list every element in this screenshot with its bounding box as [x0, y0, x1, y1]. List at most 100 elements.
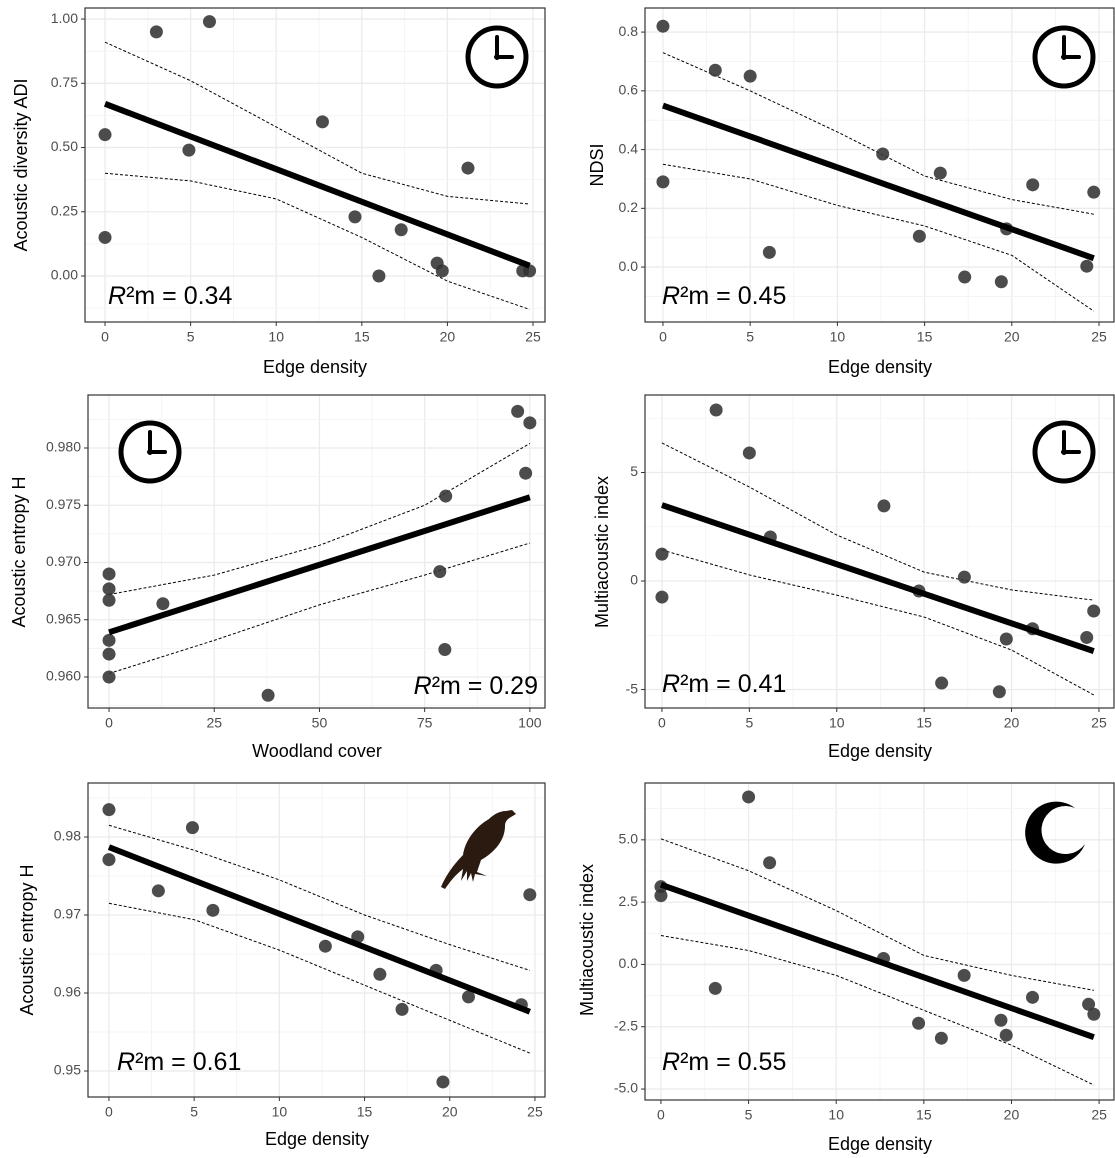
- y-tick-label: 2.5: [619, 893, 639, 909]
- point: [1087, 604, 1101, 618]
- y-tick-label: 0.975: [46, 496, 81, 512]
- x-tick-label: 25: [1091, 329, 1107, 345]
- fit-line: [661, 102, 1095, 262]
- y-axis-title: Acoustic entropy H: [17, 864, 37, 1015]
- point: [511, 404, 525, 418]
- point: [102, 567, 116, 581]
- x-tick-label: 15: [357, 1104, 373, 1120]
- fit-line: [660, 502, 1095, 654]
- y-tick-label: 0.6: [619, 82, 639, 98]
- x-tick-label: 25: [525, 329, 541, 345]
- x-tick-label: 5: [746, 329, 754, 345]
- fit-line: [108, 494, 531, 636]
- point: [933, 166, 947, 180]
- ci-lower: [108, 902, 531, 1054]
- point: [762, 245, 776, 259]
- x-tick-label: 15: [354, 329, 370, 345]
- y-tick-label: 0.970: [46, 553, 81, 569]
- plot-border: [644, 394, 1115, 709]
- point: [994, 1013, 1008, 1027]
- annotation-symbol: R: [108, 282, 126, 310]
- ci-lower: [662, 163, 1095, 312]
- x-tick-label: 5: [745, 715, 753, 731]
- x-tick-label: 0: [101, 329, 109, 345]
- x-axis-title: Edge density: [265, 1129, 369, 1149]
- y-axis-title: Acoustic diversity ADI: [11, 78, 31, 251]
- annotation-symbol: R: [414, 672, 432, 700]
- x-tick-label: 0: [657, 1107, 665, 1123]
- x-tick-label: 15: [916, 715, 932, 731]
- x-tick-label: 0: [658, 715, 666, 731]
- annotation-text: ²m = 0.34: [126, 282, 232, 310]
- point: [1082, 997, 1096, 1011]
- y-tick-label: 0.75: [51, 74, 78, 90]
- annotation: R²m = 0.41: [662, 670, 786, 698]
- point: [102, 633, 116, 647]
- annotation: R²m = 0.45: [662, 282, 786, 310]
- y-tick-label: 0.0: [619, 955, 639, 971]
- x-tick-label: 0: [659, 329, 667, 345]
- y-tick-label: 5.0: [619, 831, 639, 847]
- ci-lower: [661, 549, 1094, 696]
- annotation-text: ²m = 0.29: [432, 672, 538, 700]
- x-tick-label: 5: [745, 1107, 753, 1123]
- y-axis-title: Acoustic entropy H: [9, 476, 29, 627]
- point: [395, 1002, 409, 1016]
- x-tick-label: 15: [916, 1107, 932, 1123]
- x-tick-label: 25: [1091, 1107, 1107, 1123]
- y-tick-label: 0.965: [46, 610, 81, 626]
- y-tick-label: 5: [630, 463, 638, 479]
- y-tick-label: -5: [626, 680, 639, 696]
- fit-line: [107, 844, 531, 1015]
- point: [461, 161, 475, 175]
- x-tick-label: 0: [105, 715, 113, 731]
- point: [877, 499, 891, 513]
- annotation: R²m = 0.55: [662, 1048, 786, 1076]
- point: [742, 790, 756, 804]
- point: [436, 1075, 450, 1089]
- point: [999, 632, 1013, 646]
- point: [912, 229, 926, 243]
- ci-upper: [108, 442, 531, 596]
- point: [957, 968, 971, 982]
- x-tick-label: 20: [1004, 1107, 1020, 1123]
- x-tick-label: 10: [272, 1104, 288, 1120]
- point: [912, 1016, 926, 1030]
- point: [182, 143, 196, 157]
- point: [709, 403, 723, 417]
- point: [461, 990, 475, 1004]
- point: [655, 547, 669, 561]
- point: [1080, 259, 1094, 273]
- annotation-text: ²m = 0.41: [680, 670, 786, 698]
- moon-icon: [1025, 801, 1085, 864]
- y-axis-title: Multiacoustic index: [592, 476, 612, 628]
- point: [958, 270, 972, 284]
- x-tick-label: 75: [417, 715, 433, 731]
- x-tick-label: 25: [527, 1104, 543, 1120]
- point: [656, 175, 670, 189]
- point: [1026, 178, 1040, 192]
- point: [394, 223, 408, 237]
- annotation: R²m = 0.29: [414, 672, 538, 700]
- point: [523, 888, 537, 902]
- y-tick-label: 0.8: [619, 23, 639, 39]
- x-tick-label: 25: [206, 715, 222, 731]
- y-tick-label: 0.2: [619, 199, 639, 215]
- point: [102, 593, 116, 607]
- point: [102, 582, 116, 596]
- x-tick-label: 0: [105, 1104, 113, 1120]
- y-axis-title: Multiacoustic index: [577, 864, 597, 1016]
- x-tick-label: 10: [268, 329, 284, 345]
- point: [742, 446, 756, 460]
- point: [999, 1028, 1013, 1042]
- point: [98, 128, 112, 142]
- y-tick-label: 0.980: [46, 439, 81, 455]
- x-axis-title: Edge density: [828, 741, 932, 761]
- x-tick-label: 5: [190, 1104, 198, 1120]
- ci-upper: [108, 824, 530, 971]
- x-tick-label: 25: [1091, 715, 1107, 731]
- point: [519, 466, 533, 480]
- annotation-symbol: R: [662, 1048, 680, 1076]
- y-tick-label: 0.00: [51, 267, 78, 283]
- point: [315, 115, 329, 129]
